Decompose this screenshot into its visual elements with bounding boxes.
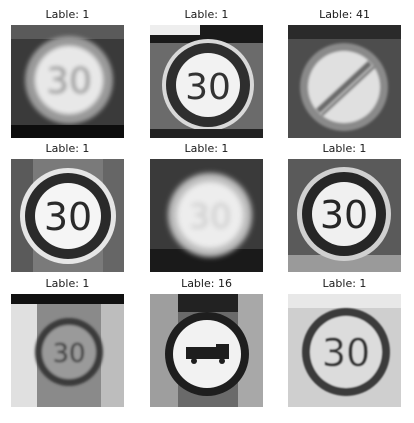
image-label: Lable: 1 <box>322 142 367 155</box>
speed-limit-sign-image: 30 <box>11 294 124 407</box>
image-label: Lable: 1 <box>322 277 367 290</box>
image-label: Lable: 1 <box>45 8 90 21</box>
image-label: Lable: 1 <box>45 277 90 290</box>
image-label: Lable: 16 <box>181 277 232 290</box>
sign-image <box>288 25 401 138</box>
speed-limit-sign-image: 30 <box>288 159 401 272</box>
svg-text:30: 30 <box>320 193 368 237</box>
svg-text:30: 30 <box>188 197 231 237</box>
sign-image: 30 <box>150 25 263 138</box>
svg-text:30: 30 <box>44 195 92 239</box>
svg-text:30: 30 <box>46 61 92 102</box>
image-label: Lable: 1 <box>184 142 229 155</box>
image-label: Lable: 1 <box>45 142 90 155</box>
speed-limit-sign-image: 30 <box>150 25 263 138</box>
sign-image: 30 <box>11 159 124 272</box>
speed-limit-sign-image: 30 <box>11 159 124 272</box>
speed-limit-sign-image: 30 <box>288 294 401 407</box>
sign-image: 30 <box>150 159 263 272</box>
no-trucks-sign-image <box>150 294 263 407</box>
image-label: Lable: 1 <box>184 8 229 21</box>
sign-image: 30 <box>11 25 124 138</box>
speed-limit-sign-image: 30 <box>150 159 263 272</box>
sign-image: 30 <box>288 159 401 272</box>
svg-text:30: 30 <box>52 339 85 369</box>
end-of-restriction-sign-image <box>288 25 401 138</box>
svg-text:30: 30 <box>185 67 231 108</box>
speed-limit-sign-image: 30 <box>11 25 124 138</box>
sign-image: 30 <box>288 294 401 407</box>
sign-image: 30 <box>11 294 124 407</box>
sign-image <box>150 294 263 407</box>
image-label: Lable: 41 <box>319 8 370 21</box>
svg-text:30: 30 <box>322 331 370 375</box>
